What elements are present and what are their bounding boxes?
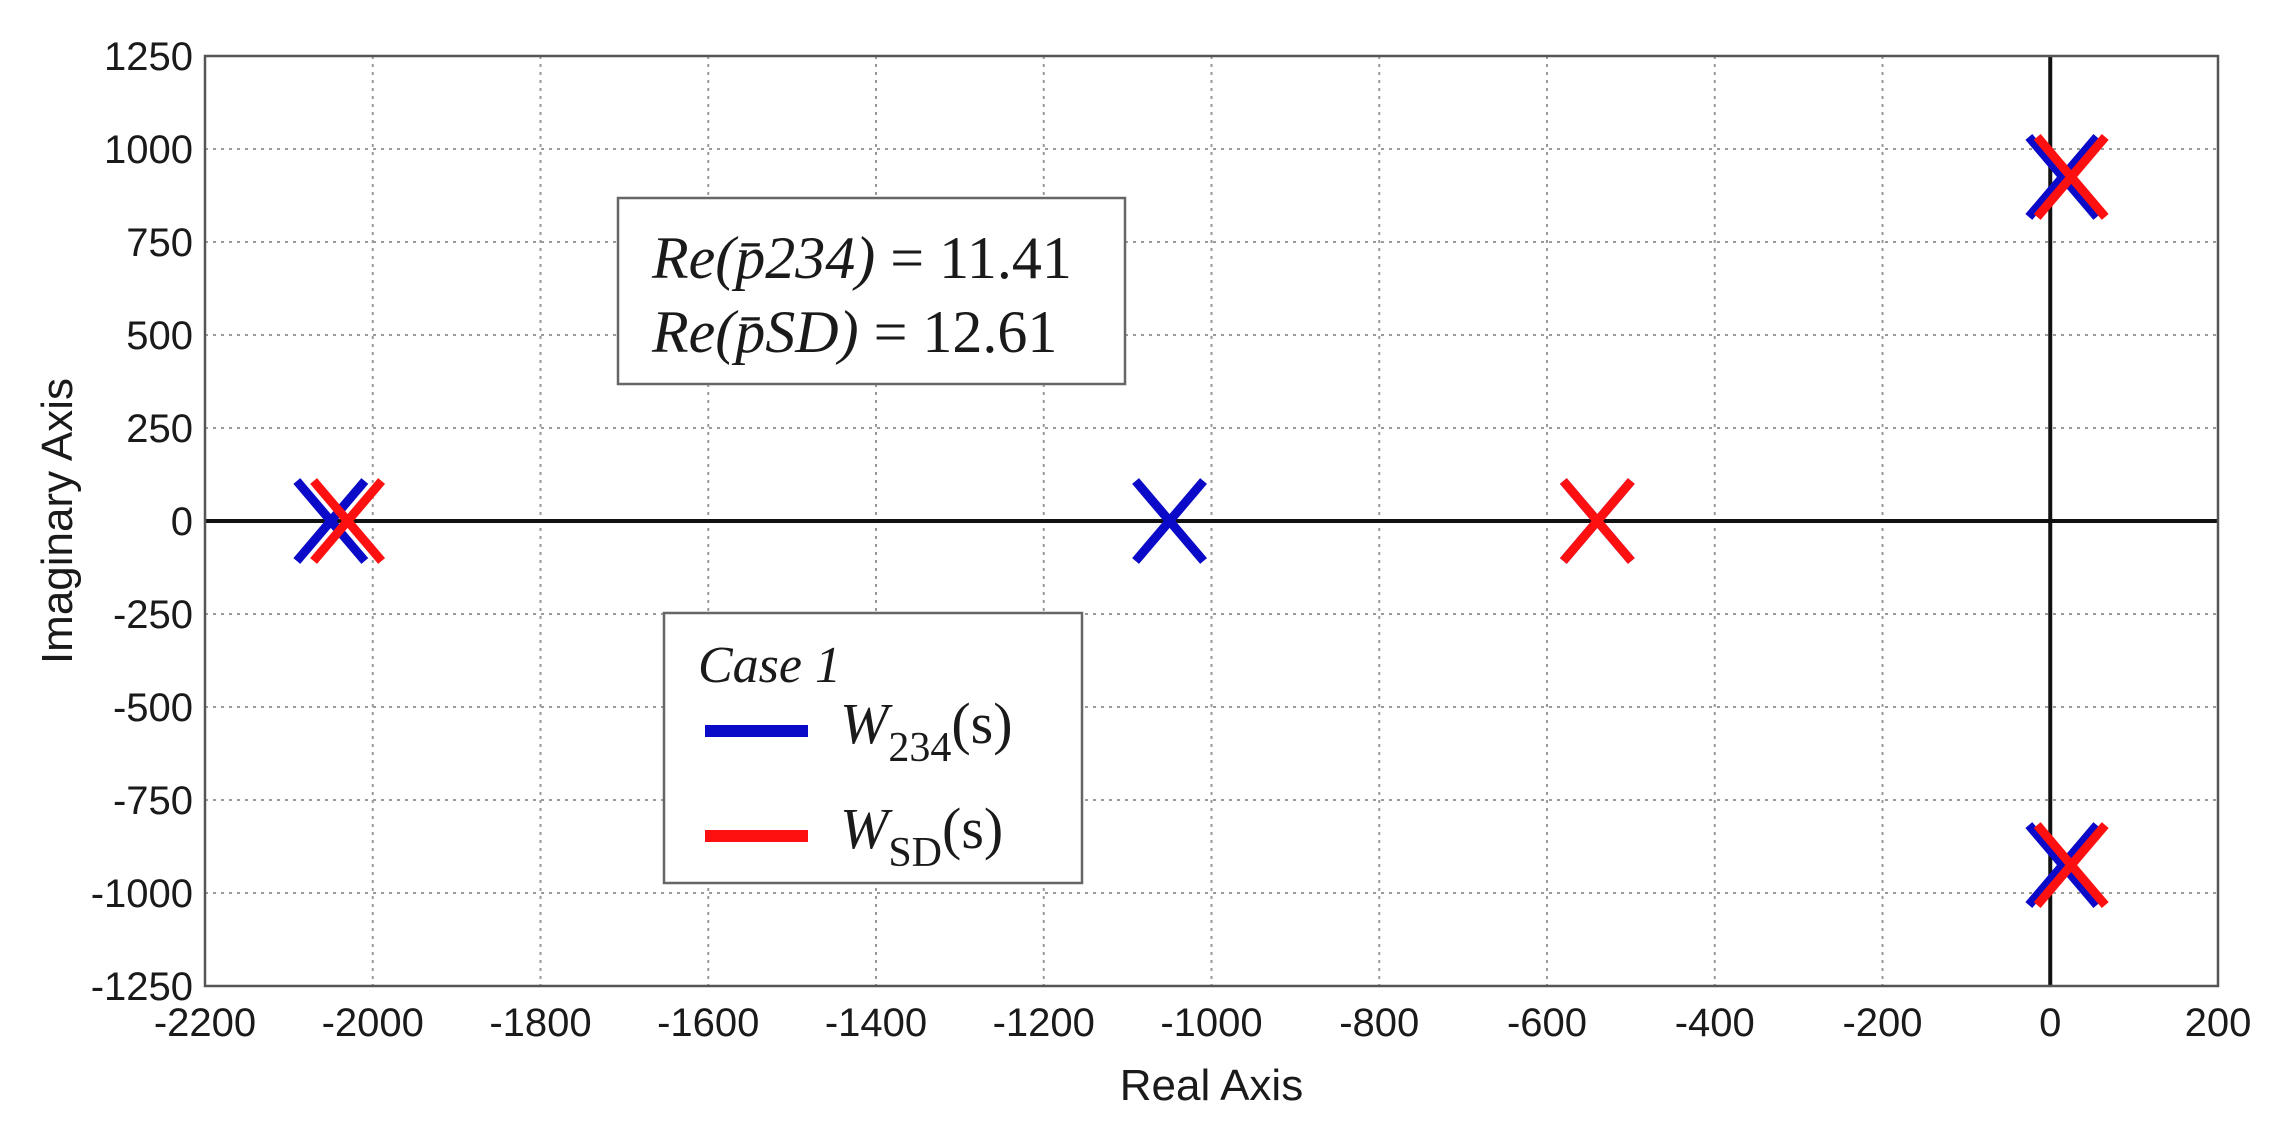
marker-stroke — [1559, 478, 1635, 564]
tick-labels: -2200 -2000 -1800 -1600 -1400 -1200 -1000 -800-… — [91, 35, 2252, 1045]
annotation-box: Re(p̄234) = 11.41 Re(p̄SD) = 12.61 — [616, 196, 1127, 386]
y-axis-title: Imaginary Axis — [33, 378, 82, 664]
legend-entry-wsd-base: W — [840, 796, 893, 861]
marker-stroke — [2025, 133, 2101, 220]
legend-entry-w234: W234(s) — [840, 691, 1013, 771]
x-tick-label: -2000 — [322, 1001, 424, 1045]
legend-entry-wsd-sub: SD — [888, 830, 942, 876]
pole-marker-wsd — [1559, 478, 1635, 564]
y-tick-label: -1250 — [91, 965, 193, 1009]
y-tick-label: -1000 — [91, 872, 193, 916]
x-tick-label: 200 — [2185, 1001, 2252, 1045]
annotation-line-2-lhs: Re(p̄SD) — [651, 299, 859, 365]
y-tick-label: -500 — [113, 686, 193, 730]
y-tick-label: 250 — [126, 407, 193, 451]
annotation-line-2: Re(p̄SD) = 12.61 — [651, 299, 1057, 365]
marker-stroke — [2025, 822, 2101, 909]
x-tick-label: 0 — [2039, 1001, 2061, 1045]
x-tick-label: -1200 — [993, 1001, 1095, 1045]
pole-marker-wsd — [2033, 822, 2109, 909]
legend-title: Case 1 — [698, 637, 841, 694]
marker-stroke — [293, 478, 369, 564]
pole-marker-wsd — [310, 478, 386, 564]
pole-marker-w234 — [293, 478, 369, 564]
annotation-line-1-eq: = — [875, 225, 939, 291]
y-tick-label: -250 — [113, 593, 193, 637]
x-tick-label: -800 — [1339, 1001, 1419, 1045]
x-tick-label: -1600 — [657, 1001, 759, 1045]
pole-marker-wsd — [2033, 133, 2109, 220]
zero-axes — [205, 56, 2218, 986]
x-tick-label: -600 — [1507, 1001, 1587, 1045]
x-tick-label: -1800 — [489, 1001, 591, 1045]
legend-entry-w234-tail: (s) — [951, 691, 1012, 756]
x-axis-title: Real Axis — [1120, 1061, 1303, 1110]
annotation-frame — [616, 196, 1127, 386]
annotation-line-1: Re(p̄234) = 11.41 — [651, 225, 1072, 291]
annotation-line-2-eq: = — [859, 299, 923, 365]
pole-markers — [293, 133, 2109, 909]
marker-stroke — [1132, 478, 1207, 564]
x-tick-label: -1400 — [825, 1001, 927, 1045]
marker-stroke — [310, 478, 386, 564]
marker-stroke — [2033, 822, 2109, 909]
pole-marker-w234 — [2025, 822, 2101, 909]
y-tick-label: 500 — [126, 314, 193, 358]
x-tick-label: -400 — [1675, 1001, 1755, 1045]
legend-entry-w234-base: W — [840, 691, 893, 756]
y-tick-label: 1250 — [104, 35, 193, 79]
annotation-line-2-rhs: 12.61 — [922, 299, 1057, 365]
x-tick-label: -200 — [1842, 1001, 1922, 1045]
pole-marker-w234 — [1132, 478, 1207, 564]
legend-entry-wsd: WSD(s) — [840, 796, 1003, 876]
plot-area-frame — [203, 54, 2220, 988]
pole-marker-w234 — [2025, 133, 2101, 220]
x-tick-label: -1000 — [1160, 1001, 1262, 1045]
annotation-line-1-rhs: 11.41 — [939, 225, 1072, 291]
y-tick-label: -750 — [113, 779, 193, 823]
annotation-line-1-lhs: Re(p̄234) — [651, 225, 875, 291]
legend-entry-w234-sub: 234 — [888, 725, 951, 771]
y-tick-label: 750 — [126, 221, 193, 265]
marker-stroke — [2033, 133, 2109, 220]
legend: Case 1 W234(s) WSD(s) — [662, 611, 1084, 885]
x-tick-label: -2200 — [154, 1001, 256, 1045]
y-tick-label: 0 — [171, 500, 193, 544]
legend-entry-wsd-tail: (s) — [942, 796, 1003, 861]
y-tick-label: 1000 — [104, 128, 193, 172]
